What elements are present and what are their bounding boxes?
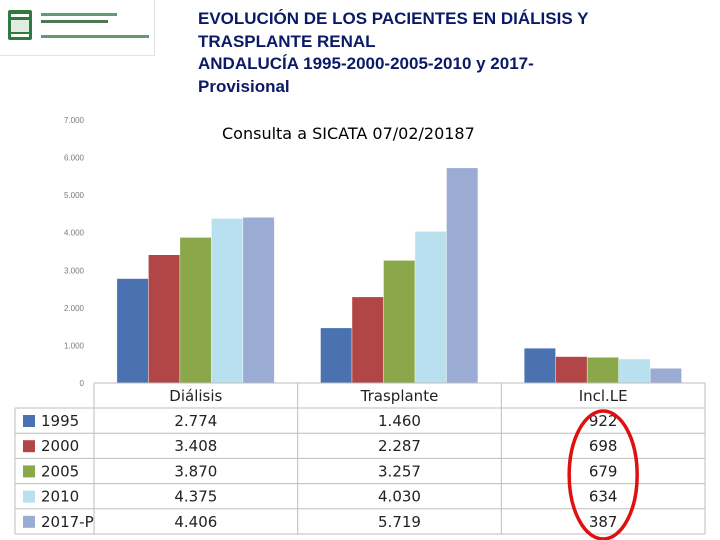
table-cell: 2.287 bbox=[378, 437, 421, 455]
table-cell: 5.719 bbox=[378, 513, 421, 531]
legend-label: 2017-P bbox=[41, 513, 94, 531]
table-cell: 4.406 bbox=[174, 513, 217, 531]
y-tick-label: 3.000 bbox=[64, 266, 85, 275]
table-cell: 1.460 bbox=[378, 412, 421, 430]
bar-1995-0 bbox=[117, 278, 149, 383]
bar-2005-2 bbox=[587, 357, 619, 383]
y-tick-label: 0 bbox=[80, 379, 85, 388]
y-tick-label: 5.000 bbox=[64, 191, 85, 200]
legend-label: 1995 bbox=[41, 412, 79, 430]
legend-swatch-2005 bbox=[23, 465, 35, 478]
bar-2010-0 bbox=[211, 218, 243, 383]
bar-2000-2 bbox=[555, 356, 587, 383]
table-cell: 2.774 bbox=[174, 412, 217, 430]
category-label: Diálisis bbox=[169, 387, 222, 405]
bar-2000-0 bbox=[148, 255, 180, 383]
legend-label: 2005 bbox=[41, 462, 79, 480]
legend-swatch-2010 bbox=[23, 490, 35, 503]
legend-label: 2010 bbox=[41, 488, 79, 506]
table-cell: 4.030 bbox=[378, 488, 421, 506]
y-tick-label: 4.000 bbox=[64, 229, 85, 238]
page-title: EVOLUCIÓN DE LOS PACIENTES EN DIÁLISIS Y… bbox=[198, 9, 589, 96]
y-tick-label: 7.000 bbox=[64, 116, 85, 125]
chart-title: Consulta a SICATA 07/02/20187 bbox=[222, 124, 475, 143]
sas-logo bbox=[0, 0, 155, 56]
bar-1995-1 bbox=[320, 328, 352, 383]
logo-text-lines bbox=[41, 13, 149, 42]
bar-1995-2 bbox=[524, 348, 556, 383]
legend-label: 2000 bbox=[41, 437, 79, 455]
y-tick-label: 1.000 bbox=[64, 341, 85, 350]
table-cell: 922 bbox=[589, 412, 618, 430]
legend-swatch-1995 bbox=[23, 415, 35, 427]
andalucia-emblem-icon bbox=[8, 10, 32, 40]
category-label: Trasplante bbox=[360, 387, 439, 405]
legend-swatch-2017-P bbox=[23, 515, 35, 528]
table-cell: 698 bbox=[589, 437, 618, 455]
legend-swatch-2000 bbox=[23, 440, 35, 453]
bar-2017-P-1 bbox=[446, 168, 478, 383]
table-cell: 4.375 bbox=[174, 488, 217, 506]
bar-2010-2 bbox=[618, 359, 650, 383]
y-tick-label: 2.000 bbox=[64, 304, 85, 313]
bar-2017-P-0 bbox=[243, 217, 275, 383]
bar-2010-1 bbox=[415, 231, 447, 383]
table-cell: 387 bbox=[589, 513, 618, 531]
bar-2000-1 bbox=[352, 297, 384, 383]
bar-2005-1 bbox=[383, 260, 415, 383]
table-cell: 3.257 bbox=[378, 462, 421, 480]
bar-2005-0 bbox=[180, 237, 212, 383]
y-tick-label: 6.000 bbox=[64, 154, 85, 163]
category-label: Incl.LE bbox=[579, 387, 628, 405]
table-cell: 679 bbox=[589, 462, 618, 480]
table-cell: 3.870 bbox=[174, 462, 217, 480]
highlight-ellipse bbox=[567, 409, 639, 540]
table-cell: 634 bbox=[589, 488, 618, 506]
bar-2017-P-2 bbox=[650, 368, 682, 383]
table-cell: 3.408 bbox=[174, 437, 217, 455]
